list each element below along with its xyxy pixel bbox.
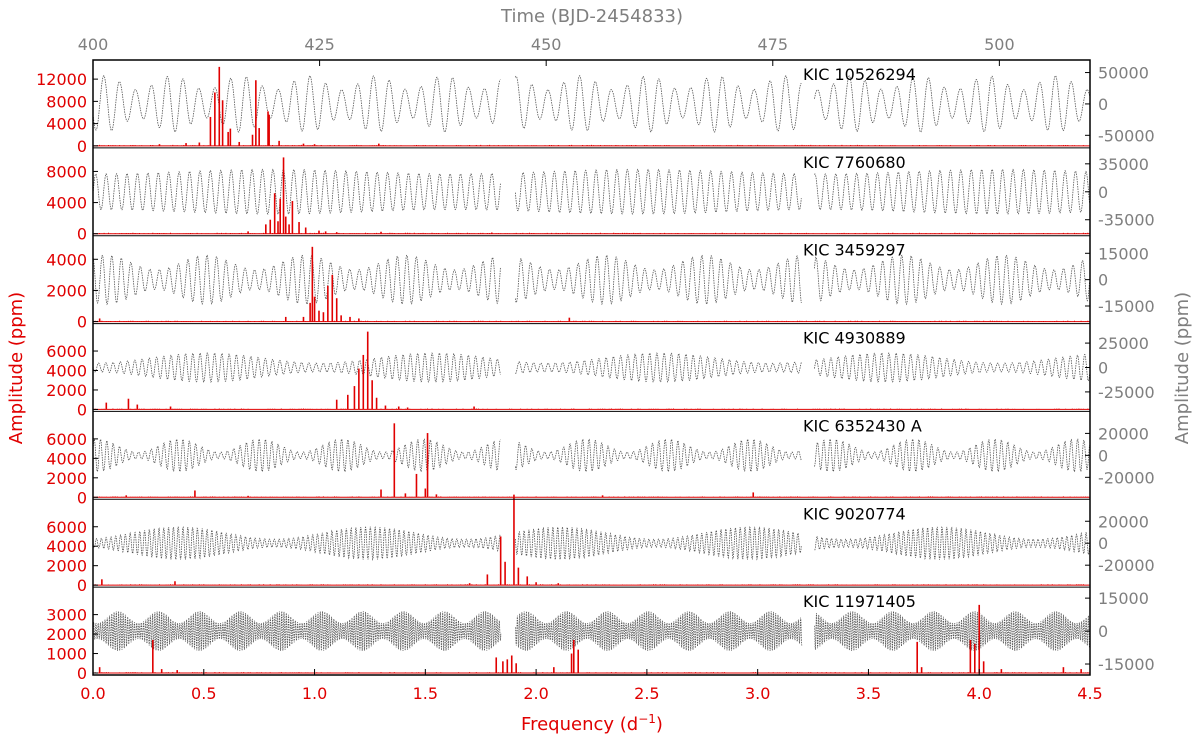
- bottom-tick-label-4: 2.0: [523, 684, 548, 703]
- right-tick-label-4-2: 20000: [1098, 424, 1149, 443]
- lightcurve-trace-3: [92, 352, 1090, 383]
- left-tick-label-6-0: 0: [77, 664, 87, 683]
- right-tick-label-2-0: -15000: [1098, 297, 1155, 316]
- lightcurve-trace-0: [92, 75, 1090, 133]
- right-tick-label-2-1: 0: [1098, 271, 1108, 290]
- left-tick-label-5-2: 4000: [46, 537, 87, 556]
- left-tick-label-1-0: 0: [77, 225, 87, 244]
- left-tick-label-4-2: 4000: [46, 449, 87, 468]
- left-tick-label-2-0: 0: [77, 313, 87, 332]
- bottom-tick-label-5: 2.5: [634, 684, 659, 703]
- left-axis-title: Amplitude (ppm): [6, 292, 27, 444]
- bottom-tick-label-6: 3.0: [745, 684, 770, 703]
- left-tick-label-0-0: 0: [77, 137, 87, 156]
- lightcurve-trace-1: [92, 168, 1090, 215]
- bottom-axis-title: Frequency (d−1): [521, 712, 663, 735]
- bottom-tick-label-7: 3.5: [856, 684, 881, 703]
- bottom-axis-title-close: ): [656, 714, 663, 735]
- star-label-0: KIC 10526294: [803, 65, 916, 84]
- star-label-1: KIC 7760680: [803, 153, 906, 172]
- right-axis-title: Amplitude (ppm): [1172, 292, 1193, 444]
- right-tick-label-5-0: -20000: [1098, 556, 1155, 575]
- bottom-axis-title-sup: −1: [638, 712, 656, 726]
- lightcurve-trace-5: [92, 526, 1090, 561]
- left-tick-label-5-1: 2000: [46, 557, 87, 576]
- right-tick-label-2-2: 15000: [1098, 244, 1149, 263]
- right-tick-label-6-0: -15000: [1098, 655, 1155, 674]
- left-tick-label-3-2: 4000: [46, 362, 87, 381]
- left-tick-label-1-2: 8000: [46, 162, 87, 181]
- bottom-tick-label-9: 4.5: [1077, 684, 1102, 703]
- right-tick-label-4-1: 0: [1098, 446, 1108, 465]
- right-tick-label-6-1: 0: [1098, 622, 1108, 641]
- lightcurve-trace-4: [92, 438, 1090, 473]
- star-label-3: KIC 4930889: [803, 329, 906, 348]
- bottom-tick-label-1: 0.5: [191, 684, 216, 703]
- left-tick-label-3-3: 6000: [46, 342, 87, 361]
- right-tick-label-0-0: -50000: [1098, 126, 1155, 145]
- star-label-5: KIC 9020774: [803, 504, 906, 523]
- left-tick-label-6-2: 2000: [46, 625, 87, 644]
- left-tick-label-1-1: 4000: [46, 194, 87, 213]
- plot-frame: [92, 59, 1091, 676]
- left-tick-label-3-0: 0: [77, 400, 87, 419]
- right-tick-label-0-2: 50000: [1098, 64, 1149, 83]
- left-tick-label-6-3: 3000: [46, 606, 87, 625]
- right-tick-label-6-2: 15000: [1098, 589, 1149, 608]
- left-tick-label-3-1: 2000: [46, 381, 87, 400]
- left-tick-label-2-2: 4000: [46, 250, 87, 269]
- bottom-tick-label-8: 4.0: [966, 684, 991, 703]
- star-label-6: KIC 11971405: [803, 592, 916, 611]
- left-tick-label-0-1: 4000: [46, 115, 87, 134]
- top-tick-label-2: 450: [531, 35, 562, 54]
- right-tick-label-5-1: 0: [1098, 534, 1108, 553]
- right-tick-label-1-2: 35000: [1098, 155, 1149, 174]
- top-tick-label-1: 425: [304, 35, 335, 54]
- axes-group: Time (BJD-2454833) Amplitude (ppm) Ampli…: [6, 6, 1193, 735]
- left-tick-label-0-3: 12000: [36, 70, 87, 89]
- top-tick-label-0: 400: [78, 35, 109, 54]
- right-tick-label-1-1: 0: [1098, 183, 1108, 202]
- bottom-tick-label-0: 0.0: [80, 684, 105, 703]
- star-label-4: KIC 6352430 A: [803, 416, 922, 435]
- top-axis-title: Time (BJD-2454833): [500, 6, 683, 27]
- right-tick-label-3-1: 0: [1098, 359, 1108, 378]
- top-tick-label-4: 500: [984, 35, 1015, 54]
- left-tick-label-2-1: 2000: [46, 281, 87, 300]
- left-tick-label-4-0: 0: [77, 488, 87, 507]
- left-tick-label-4-3: 6000: [46, 430, 87, 449]
- right-tick-label-1-0: -35000: [1098, 211, 1155, 230]
- right-tick-label-5-2: 20000: [1098, 512, 1149, 531]
- right-tick-label-4-0: -20000: [1098, 468, 1155, 487]
- lightcurve-trace-2: [92, 254, 1090, 306]
- right-tick-label-3-2: 25000: [1098, 334, 1149, 353]
- left-tick-label-5-3: 6000: [46, 518, 87, 537]
- lightcurve-trace-6: [92, 611, 1091, 651]
- bottom-axis-title-main: Frequency (d: [521, 714, 638, 735]
- right-tick-label-0-1: 0: [1098, 95, 1108, 114]
- left-tick-label-6-1: 1000: [46, 645, 87, 664]
- bottom-tick-label-3: 1.5: [413, 684, 438, 703]
- left-tick-label-0-2: 8000: [46, 92, 87, 111]
- bottom-tick-label-2: 1.0: [302, 684, 327, 703]
- left-tick-label-5-0: 0: [77, 576, 87, 595]
- star-label-2: KIC 3459297: [803, 241, 906, 260]
- panels-group: 0 4000 8000 12000 -50000 0 50000 KIC 10526294 0 4…: [36, 64, 1155, 683]
- left-tick-label-4-1: 2000: [46, 469, 87, 488]
- right-tick-label-3-0: -25000: [1098, 383, 1155, 402]
- top-tick-label-3: 475: [757, 35, 788, 54]
